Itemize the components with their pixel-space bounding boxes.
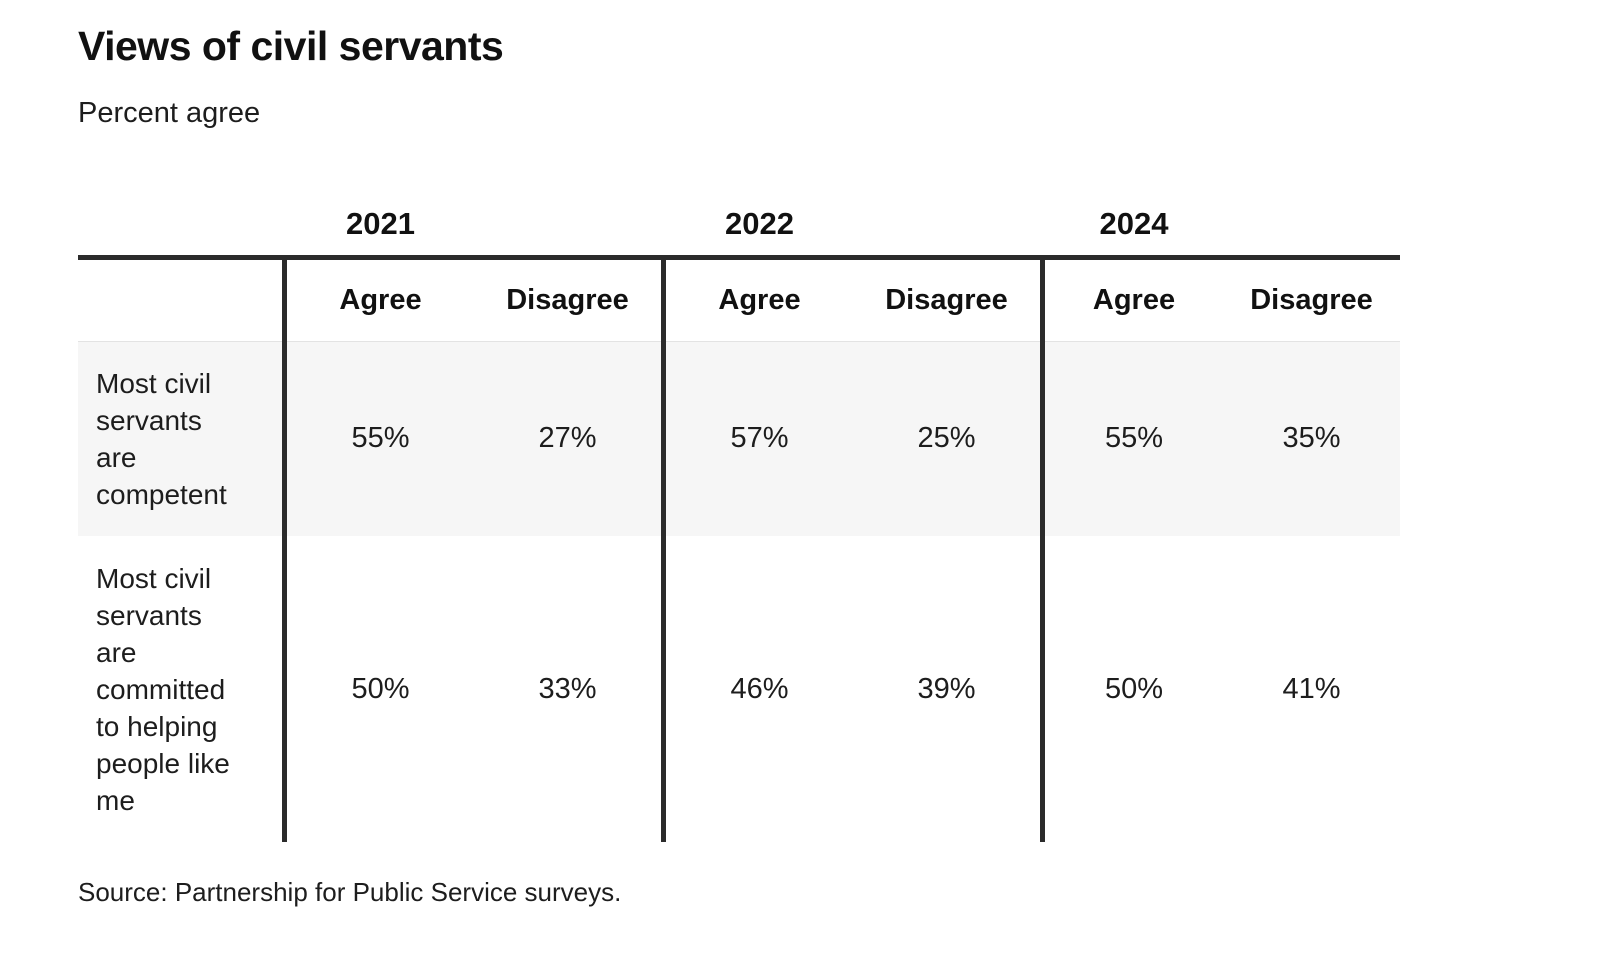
col-header-2024-disagree: Disagree (1250, 284, 1373, 316)
row-stripe-committed (78, 536, 1400, 842)
value-cell: 50% (1104, 672, 1164, 705)
col-header-2021-disagree: Disagree (506, 284, 629, 316)
data-table: 2021 2022 2024 Agree Disagree Agree Disa… (78, 197, 1400, 842)
column-divider-3 (1040, 260, 1045, 842)
value-cell: 27% (538, 422, 597, 454)
table-top-rule (78, 255, 1400, 260)
value-cell: 55% (351, 422, 410, 454)
value-cell: 41% (1282, 672, 1341, 705)
value-cell: 57% (730, 422, 789, 454)
page-title: Views of civil servants (78, 23, 504, 69)
year-header-2024: 2024 (1099, 206, 1169, 241)
year-header-2022: 2022 (725, 206, 794, 241)
value-cell: 33% (538, 672, 597, 705)
column-divider-1 (282, 260, 287, 842)
source-note: Source: Partnership for Public Service s… (78, 877, 622, 907)
value-cell: 50% (351, 672, 410, 705)
col-header-2022-agree: Agree (718, 284, 801, 316)
col-header-2021-agree: Agree (339, 284, 422, 316)
column-divider-2 (661, 260, 666, 842)
value-cell: 55% (1104, 422, 1164, 454)
value-cell: 39% (917, 672, 976, 705)
value-cell: 46% (730, 672, 789, 705)
row-stripe-competent (78, 341, 1400, 536)
row-label-committed: Most civil servants are committed to hel… (96, 562, 230, 816)
col-header-2022-disagree: Disagree (885, 284, 1008, 316)
year-header-2021: 2021 (346, 206, 415, 241)
row-label-competent: Most civil servants are competent (96, 367, 227, 510)
value-cell: 25% (917, 422, 976, 454)
page-subtitle: Percent agree (78, 97, 261, 129)
col-header-2024-agree: Agree (1092, 284, 1176, 316)
value-cell: 35% (1282, 422, 1341, 454)
